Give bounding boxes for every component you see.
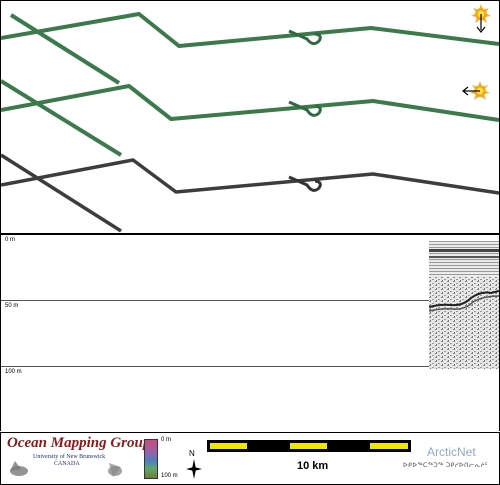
north-arrow-icon: N xyxy=(186,449,202,479)
depth-label-50: 50 m xyxy=(5,303,19,309)
colorbar-bottom-label: 100 m xyxy=(161,473,178,479)
org-logo-ships xyxy=(10,461,122,477)
track-loop-3 xyxy=(288,175,322,192)
track-line-3 xyxy=(1,158,499,195)
depth-label-100: 100 m xyxy=(5,369,22,375)
track-line-2 xyxy=(1,84,499,122)
track-loop-2 xyxy=(288,100,322,117)
depth-gridline-100 xyxy=(1,366,499,367)
track-line-1-diag xyxy=(9,13,121,85)
depth-colorbar xyxy=(144,439,158,479)
sun-left-arrow-icon xyxy=(462,81,490,100)
org-university: University of New Brunswick xyxy=(33,454,106,460)
panel-divider xyxy=(0,233,500,235)
depth-label-0: 0 m xyxy=(5,237,16,243)
depth-gridline-50 xyxy=(1,300,499,301)
north-label: N xyxy=(189,449,195,458)
track-line-1 xyxy=(1,12,499,48)
colorbar-top-label: 0 m xyxy=(161,437,172,443)
track-line-3-diag xyxy=(1,153,122,233)
partner-name: ArcticNet xyxy=(427,445,476,459)
legend-footer: Ocean Mapping Group University of New Br… xyxy=(0,432,500,485)
seismic-profile-panel[interactable]: 0 m 50 m 100 m xyxy=(0,235,500,431)
sun-down-arrow-icon xyxy=(471,4,491,33)
sonar-profile-image xyxy=(429,241,499,369)
partner-syllabics: ᐅᑭᐅᖅᑕᖅᑐᖅ ᑐᑭᓯᐅᑎᓕᕆᔨᑦ xyxy=(403,463,489,469)
track-loop-1 xyxy=(288,29,322,46)
org-country: CANADA xyxy=(54,461,80,467)
scale-label: 10 km xyxy=(297,460,329,472)
org-title: Ocean Mapping Group xyxy=(7,435,151,451)
track-lines xyxy=(1,4,499,233)
track-map-panel[interactable] xyxy=(0,0,500,234)
scale-bar xyxy=(207,440,411,452)
track-line-2-diag xyxy=(1,79,123,157)
